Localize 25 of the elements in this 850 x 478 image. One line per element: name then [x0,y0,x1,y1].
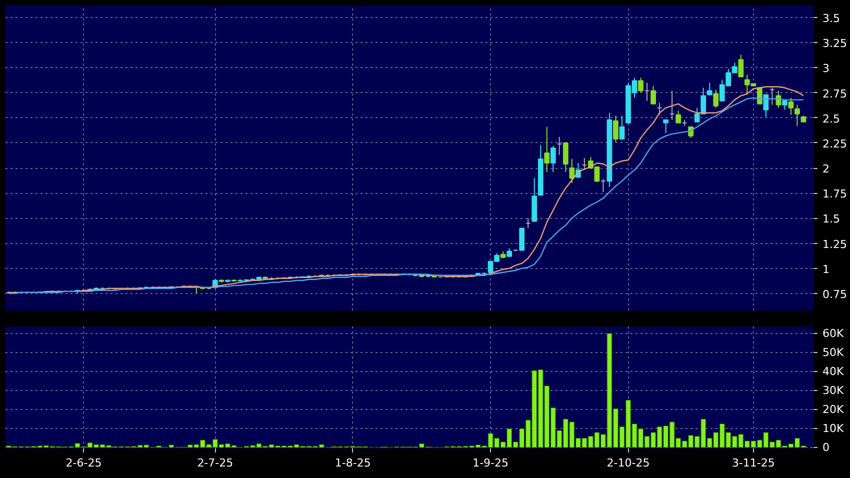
y-tick-label: 0 [822,441,830,454]
y-tick-label: 50K [822,346,844,359]
y-tick-label: 40K [822,364,844,378]
x-tick-label: 2-10-25 [606,456,650,470]
y-tick-label: 20K [822,402,844,416]
y-tick-label: 3.25 [822,37,847,50]
y-tick-label: 60K [822,326,844,340]
y-tick-label: 2.25 [822,137,847,150]
y-tick-label: 2.5 [822,112,840,126]
x-tick-label: 1-9-25 [472,456,509,470]
y-tick-label: 3.5 [822,12,840,26]
y-tick-label: 2 [822,162,830,176]
y-tick-label: 1.75 [822,188,847,201]
y-tick-label: 30K [822,384,844,397]
x-tick-label: 1-8-25 [334,456,371,470]
x-tick-label: 2-7-25 [197,456,234,470]
y-tick-label: 0.75 [822,288,847,301]
y-tick-label: 1.5 [822,212,840,226]
y-tick-label: 10K [822,422,844,436]
y-tick-label: 3 [822,62,830,76]
y-tick-label: 1 [822,262,830,276]
x-tick-label: 2-6-25 [66,456,102,470]
x-tick-label: 3-11-25 [732,456,775,470]
y-tick-label: 2.75 [822,87,847,100]
y-tick-label: 1.25 [822,238,847,251]
